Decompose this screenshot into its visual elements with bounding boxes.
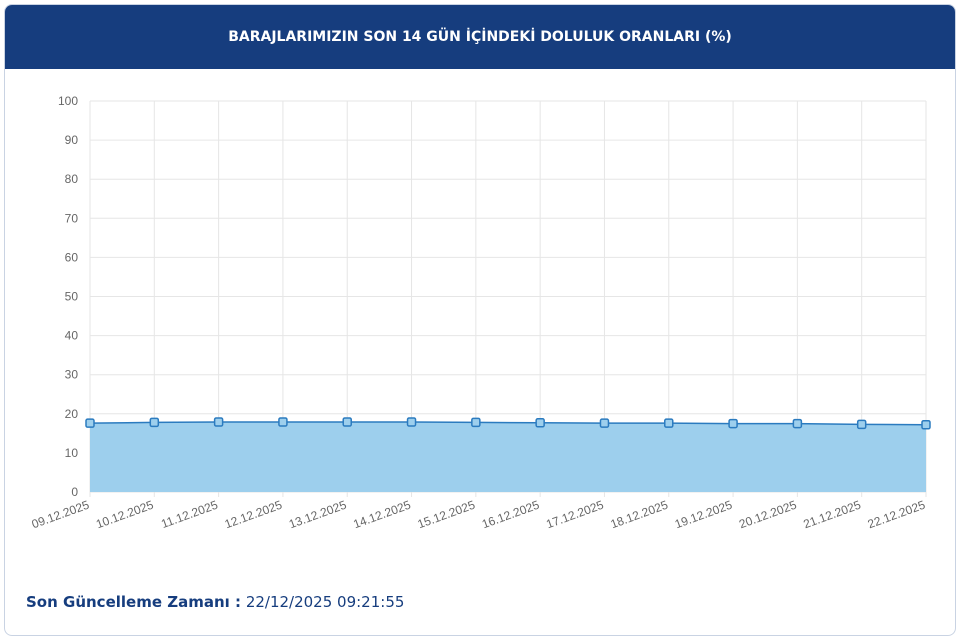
x-tick-label: 13.12.2025 <box>287 498 349 532</box>
y-tick-label: 0 <box>71 485 78 499</box>
area <box>90 422 926 492</box>
marker <box>792 418 803 429</box>
marker <box>278 417 288 427</box>
x-tick-label: 21.12.2025 <box>801 498 863 532</box>
y-tick-label: 60 <box>65 250 79 264</box>
marker <box>664 418 674 428</box>
x-tick-label: 09.12.2025 <box>30 498 92 532</box>
y-tick-label: 20 <box>65 407 79 421</box>
marker <box>599 418 610 428</box>
y-tick-label: 100 <box>58 94 78 108</box>
marker <box>342 417 352 427</box>
marker <box>85 418 95 428</box>
update-time: 22/12/2025 09:21:55 <box>245 593 405 611</box>
marker <box>921 419 931 430</box>
x-tick-label: 10.12.2025 <box>94 498 156 532</box>
marker <box>535 418 545 428</box>
y-tick-label: 30 <box>65 368 79 382</box>
x-tick-label: 16.12.2025 <box>480 498 542 532</box>
y-tick-label: 40 <box>65 329 79 343</box>
x-tick-label: 19.12.2025 <box>673 498 735 532</box>
x-tick-label: 11.12.2025 <box>159 498 220 532</box>
chart-title: BARAJLARIMIZIN SON 14 GÜN İÇİNDEKİ DOLUL… <box>5 5 955 69</box>
x-tick-label: 20.12.2025 <box>737 498 799 532</box>
x-tick-label: 15.12.2025 <box>416 498 478 532</box>
marker <box>856 419 867 430</box>
x-tick-label: 12.12.2025 <box>223 498 285 532</box>
line <box>89 421 927 426</box>
x-tick-label: 22.12.2025 <box>866 498 928 532</box>
y-tick-label: 70 <box>65 211 79 225</box>
update-label: Son Güncelleme Zamanı : <box>26 593 242 611</box>
marker <box>728 418 738 429</box>
marker <box>471 417 481 428</box>
footer: Son Güncelleme Zamanı : 22/12/2025 09:21… <box>26 593 404 611</box>
y-tick-label: 10 <box>65 446 79 460</box>
x-tick-label: 14.12.2025 <box>351 498 413 532</box>
marker <box>149 417 160 428</box>
card: BARAJLARIMIZIN SON 14 GÜN İÇİNDEKİ DOLUL… <box>4 4 956 636</box>
y-tick-label: 50 <box>65 290 79 304</box>
y-tick-label: 90 <box>65 133 79 147</box>
x-tick-label: 18.12.2025 <box>609 498 671 532</box>
y-tick-label: 80 <box>65 172 79 186</box>
marker <box>213 417 224 427</box>
x-tick-label: 17.12.2025 <box>544 498 606 532</box>
marker <box>406 417 417 427</box>
